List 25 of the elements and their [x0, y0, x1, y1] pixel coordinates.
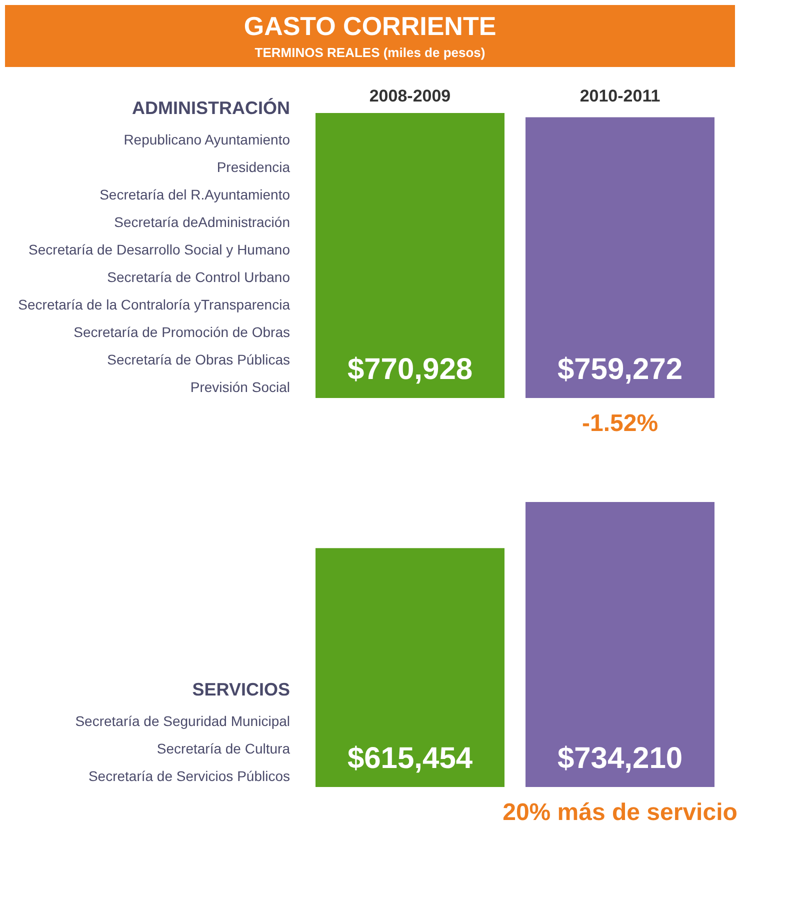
text: Republicano Ayuntamiento: [124, 132, 290, 148]
text: Secretaría de Cultura: [156, 740, 290, 756]
text: Secretaría deAdministración: [114, 214, 290, 230]
data-label: $759,272: [557, 353, 683, 386]
text: Secretaría del R.Ayuntamiento: [100, 186, 290, 202]
y-axis-title: SERVICIOS: [192, 680, 290, 700]
chart-title: GASTO CORRIENTE: [244, 11, 496, 41]
text: Secretaría de la Contraloría yTransparencia: [18, 296, 290, 312]
text: 20% más de servicio: [502, 799, 738, 826]
text: Previsión Social: [190, 379, 290, 395]
y-axis-title: ADMINISTRACIÓN: [132, 98, 290, 118]
data-label: $734,210: [557, 742, 683, 775]
text: Secretaría de Obras Públicas: [107, 352, 290, 368]
text: Secretaría de Promoción de Obras: [74, 324, 290, 340]
text: Secretaría de Seguridad Municipal: [75, 713, 290, 729]
text: -1.52%: [582, 410, 658, 437]
chart-subtitle: TERMINOS REALES (miles de pesos): [254, 45, 486, 60]
x-tick-label: 2010-2011: [580, 86, 660, 106]
data-label: $615,454: [347, 742, 473, 775]
text: Secretaría de Control Urbano: [107, 269, 290, 285]
data-label: $770,928: [347, 353, 473, 386]
text: Secretaría de Servicios Públicos: [88, 768, 290, 784]
text: Secretaría de Desarrollo Social y Humano: [28, 242, 290, 258]
x-tick-label: 2008-2009: [369, 86, 451, 106]
text: Presidencia: [216, 159, 290, 175]
